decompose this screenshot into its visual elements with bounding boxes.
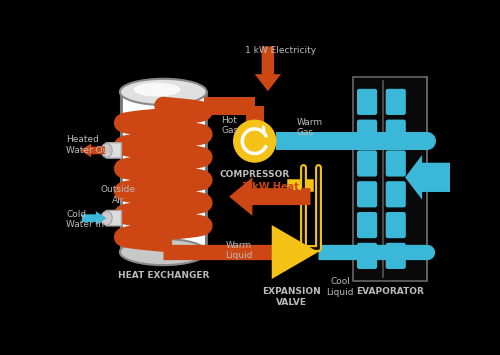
Text: EVAPORATOR: EVAPORATOR [356,288,424,296]
Polygon shape [229,178,310,216]
Text: HEAT EXCHANGER: HEAT EXCHANGER [118,271,209,280]
Text: 1 kW Electricity: 1 kW Electricity [246,46,316,55]
Ellipse shape [120,239,206,265]
FancyArrow shape [405,155,450,200]
FancyBboxPatch shape [386,120,406,146]
FancyBboxPatch shape [386,89,406,115]
Text: COMPRESSOR: COMPRESSOR [220,170,290,179]
Text: Cold
Water In: Cold Water In [66,210,104,229]
FancyBboxPatch shape [357,151,377,176]
Circle shape [233,120,276,163]
FancyBboxPatch shape [357,89,377,115]
FancyBboxPatch shape [357,212,377,238]
FancyBboxPatch shape [386,181,406,207]
FancyBboxPatch shape [386,243,406,269]
Bar [292,180,301,190]
FancyBboxPatch shape [357,120,377,146]
Ellipse shape [120,79,206,105]
Bar [120,92,206,252]
Text: Warm
Gas: Warm Gas [296,118,322,137]
FancyBboxPatch shape [357,181,377,207]
Ellipse shape [102,143,112,157]
Text: Cool
Liquid: Cool Liquid [326,278,353,297]
Polygon shape [254,47,281,91]
Ellipse shape [134,83,180,97]
Text: Heated
Water Out: Heated Water Out [66,135,112,155]
FancyArrow shape [82,211,106,225]
Polygon shape [272,225,318,279]
Text: EXPANSION
VALVE: EXPANSION VALVE [262,288,320,307]
Ellipse shape [102,211,112,225]
Text: Warm
Liquid: Warm Liquid [226,241,253,260]
Text: Hot
Gas: Hot Gas [222,116,238,136]
FancyBboxPatch shape [106,143,122,158]
FancyArrow shape [80,143,105,157]
FancyBboxPatch shape [357,243,377,269]
Text: Outside
Air: Outside Air [101,185,136,205]
Text: 3 kW Heat
to Water: 3 kW Heat to Water [242,182,298,203]
FancyBboxPatch shape [106,211,122,226]
FancyBboxPatch shape [386,151,406,176]
FancyBboxPatch shape [386,212,406,238]
Bar [353,77,427,281]
